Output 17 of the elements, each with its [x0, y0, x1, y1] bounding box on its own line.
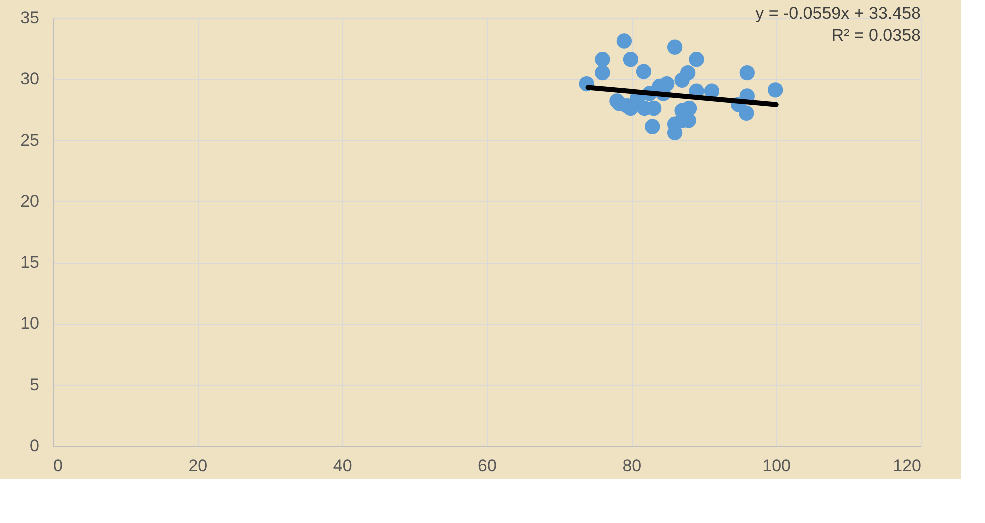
x-tick-label: 100 [762, 456, 792, 476]
x-tick-label: 40 [333, 456, 352, 476]
x-tick-label: 20 [188, 456, 208, 476]
y-tick-label: 20 [20, 192, 40, 211]
y-tick-label: 25 [20, 130, 40, 150]
x-tick-label: 0 [54, 456, 63, 476]
x-tick-label: 60 [478, 456, 497, 476]
y-tick-label: 5 [30, 375, 40, 394]
x-tick-label: 80 [622, 456, 642, 476]
y-tick-label: 15 [20, 253, 40, 272]
y-tick-label: 0 [30, 436, 40, 456]
x-tick-label: 120 [893, 456, 922, 476]
annotation: y = -0.0559x + 33.458 [756, 4, 921, 23]
annotation: R² = 0.0358 [832, 26, 921, 45]
y-tick-label: 35 [20, 8, 40, 28]
y-tick-label: 10 [20, 314, 40, 334]
y-tick-label: 30 [20, 70, 40, 89]
